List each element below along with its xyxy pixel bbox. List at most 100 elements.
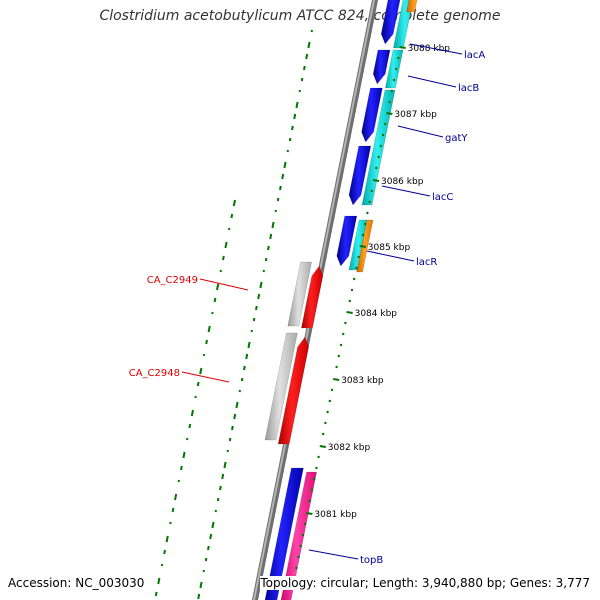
gene-label-lacb: lacB <box>458 83 479 94</box>
minor-tick <box>339 343 343 347</box>
gc-mark <box>245 353 249 360</box>
minor-tick <box>361 233 365 237</box>
gc-mark <box>247 341 251 349</box>
minor-tick <box>353 277 356 281</box>
scale-tick <box>386 112 393 115</box>
gc-mark <box>190 409 194 417</box>
gc-content-track <box>154 29 313 600</box>
scale-label: 3083 kbp <box>341 376 384 386</box>
gc-mark <box>255 305 258 311</box>
gc-mark <box>199 581 203 589</box>
feature-topb-partner <box>280 471 317 600</box>
gc-mark <box>303 65 306 71</box>
minor-tick <box>388 100 391 104</box>
gc-mark <box>199 367 203 375</box>
gc-mark <box>223 461 227 469</box>
gene-label-ca_c2948: CA_C2948 <box>129 368 180 379</box>
label-leader <box>409 43 463 55</box>
gc-mark <box>283 161 287 169</box>
gc-mark <box>279 185 282 191</box>
scale-tick <box>346 311 353 314</box>
scale-label: 3082 kbp <box>328 443 371 453</box>
scale-label: 3081 kbp <box>314 510 357 520</box>
gc-mark <box>257 293 261 300</box>
gc-mark <box>209 533 213 540</box>
gene-label-topb: topB <box>360 555 383 566</box>
gc-mark <box>165 535 169 543</box>
scale-tick <box>319 445 326 448</box>
gene-label-laca: lacA <box>464 50 485 61</box>
minor-tick <box>304 522 307 526</box>
gc-mark <box>269 233 273 240</box>
gc-mark <box>204 557 208 562</box>
minor-tick <box>395 67 398 71</box>
gc-mark <box>205 339 208 345</box>
gc-mark <box>216 497 220 502</box>
forward-cds-topb <box>264 467 304 600</box>
gc-mark <box>216 283 220 291</box>
minor-tick <box>317 455 320 459</box>
gc-mark <box>259 281 263 289</box>
reverse-cds-ca-c2948 <box>277 336 309 445</box>
gc-mark <box>222 255 225 261</box>
gc-mark <box>197 593 201 600</box>
gc-mark <box>235 401 239 409</box>
minor-tick <box>328 399 331 403</box>
minor-tick <box>355 266 358 270</box>
gc-mark <box>188 423 192 429</box>
gc-mark <box>207 325 211 333</box>
forward-cds-3 <box>361 87 383 143</box>
minor-tick <box>368 200 371 204</box>
gc-mark <box>228 437 232 442</box>
forward-cds-4 <box>348 145 372 206</box>
gc-mark <box>231 425 234 431</box>
scale-tick <box>399 46 406 49</box>
gc-mark <box>224 241 228 249</box>
minor-tick <box>364 222 367 226</box>
minor-tick <box>348 299 351 303</box>
label-leader <box>381 185 431 197</box>
gc-mark <box>174 493 178 501</box>
gc-mark <box>276 197 280 202</box>
gc-mark <box>267 245 270 251</box>
minor-tick <box>379 144 382 148</box>
minor-tick <box>381 133 385 137</box>
gene-label-lacc: lacC <box>432 192 453 203</box>
accession-label: Accession: NC_003030 <box>8 576 145 590</box>
minor-tick <box>335 365 338 369</box>
minor-tick <box>308 499 311 503</box>
gc-mark <box>291 125 294 131</box>
minor-tick <box>366 211 369 215</box>
gc-mark <box>293 113 297 120</box>
other-feature-1 <box>287 261 312 327</box>
minor-tick <box>337 354 340 358</box>
minor-tick <box>322 432 325 436</box>
minor-tick <box>390 89 393 93</box>
gc-mark <box>305 53 309 60</box>
minor-tick <box>330 388 334 392</box>
scale-label: 3085 kbp <box>368 243 411 253</box>
minor-tick <box>315 466 318 470</box>
scale-tick <box>359 245 366 248</box>
scale-label: 3088 kbp <box>408 44 451 54</box>
gene-label-lacr: lacR <box>416 257 437 268</box>
minor-tick <box>377 155 380 159</box>
gc-mark <box>281 173 285 180</box>
gc-mark <box>211 521 215 529</box>
label-leader <box>397 125 444 138</box>
gc-mark <box>271 221 275 229</box>
gc-mark <box>207 545 210 551</box>
gc-mark <box>240 377 244 382</box>
gc-mark <box>182 451 186 459</box>
forward-rna-2 <box>385 49 404 89</box>
genome-summary: Topology: circular; Length: 3,940,880 bp… <box>260 576 590 590</box>
label-leader <box>181 371 230 383</box>
scale-label: 3086 kbp <box>381 177 424 187</box>
gene-label-track: lacA lacB gatY lacC lacR topB CA_C2949 CA_C2948 <box>129 43 485 566</box>
scale-tick <box>306 512 313 515</box>
gc-mark <box>154 591 158 597</box>
gc-mark <box>171 507 175 513</box>
minor-tick <box>299 544 302 548</box>
gene-label-gaty: gatY <box>445 133 468 144</box>
gc-mark <box>213 297 217 303</box>
